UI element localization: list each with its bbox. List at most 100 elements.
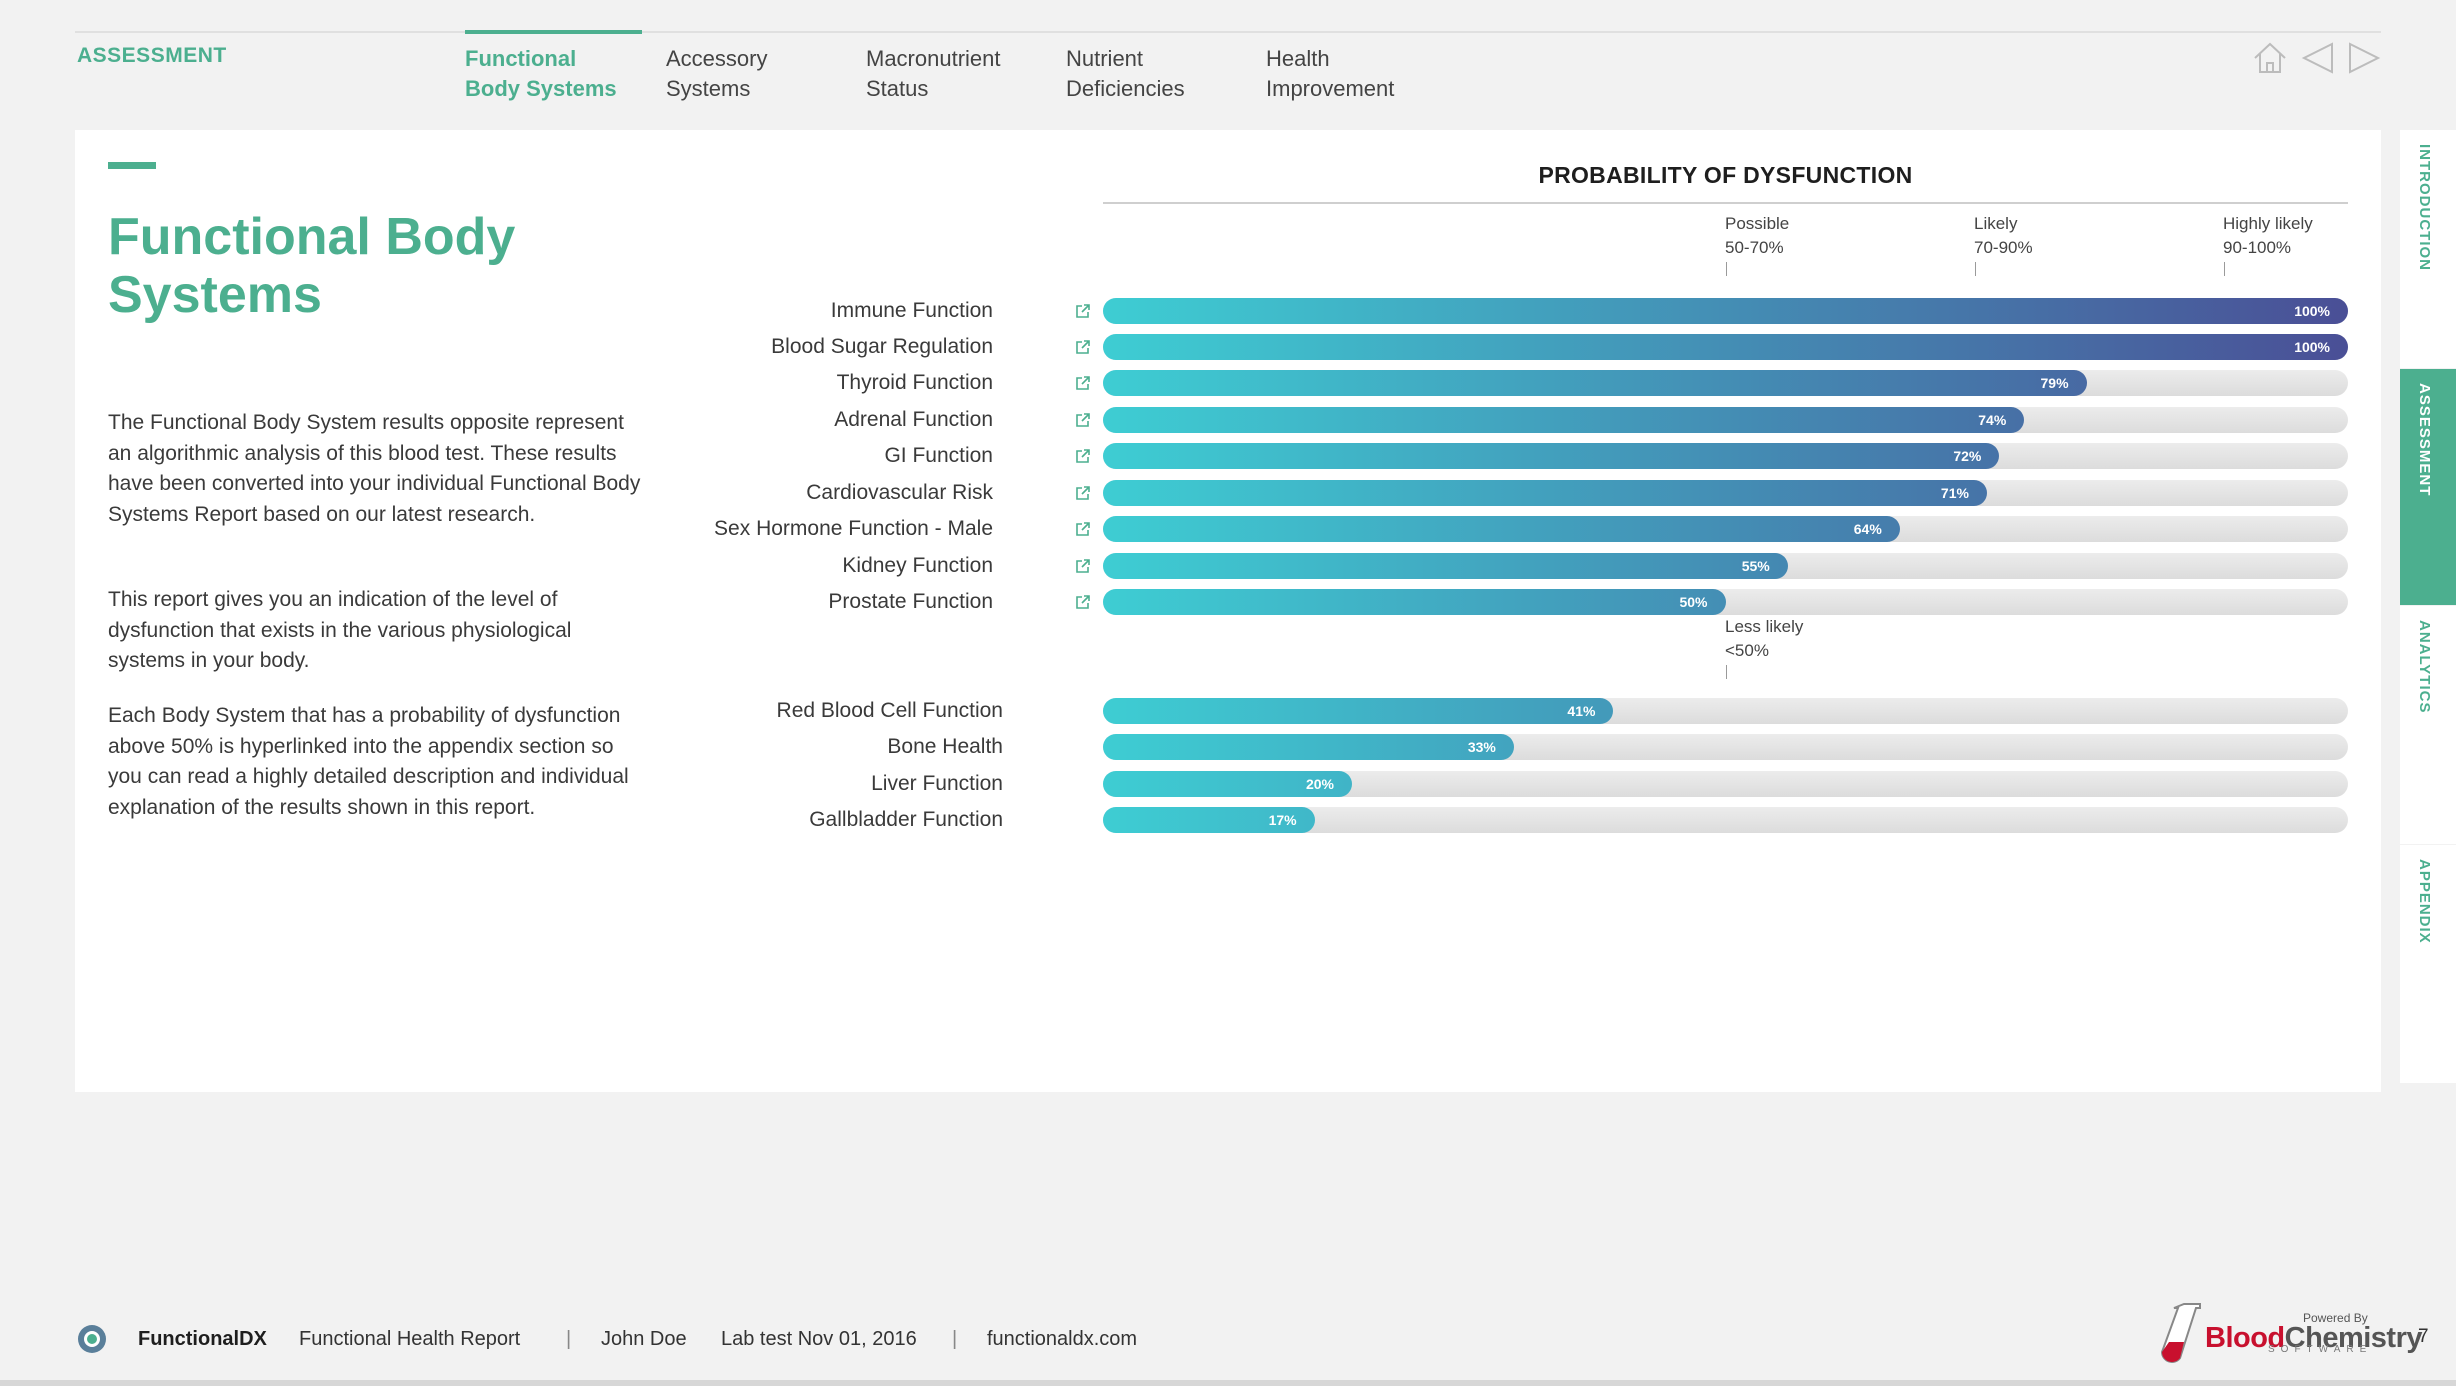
threshold-highly-likely-range: 90-100% [2223,238,2292,257]
active-tab-indicator [465,30,642,34]
bar-track-red-blood-cell-function: 41% [1103,698,2348,724]
bar-track-sex-hormone-function-male: 64% [1103,516,2348,542]
threshold-highly-likely-tick [2224,262,2225,276]
bar-value-label: 41% [1567,703,1596,719]
bar-track-gallbladder-function: 17% [1103,807,2348,833]
bar-kidney-function: 55% [1103,553,1788,579]
bottom-bar [0,1380,2456,1386]
bar-bone-health: 33% [1103,734,1514,760]
threshold-likely-label: Likely [1974,214,2018,233]
row-label-cardiovascular-risk[interactable]: Cardiovascular Risk [806,481,993,504]
partner-chemistry-text: Chemistry [2284,1322,2423,1354]
tab-accessory-systems[interactable]: Accessory Systems [666,46,768,101]
bar-value-label: 64% [1853,521,1882,537]
threshold-likely-range: 70-90% [1974,238,2033,257]
side-tab-introduction-label: INTRODUCTION [2416,144,2433,271]
external-link-icon[interactable] [1075,485,1091,501]
home-icon[interactable] [2250,38,2290,78]
row-label-adrenal-function[interactable]: Adrenal Function [834,408,993,431]
side-tab-appendix-label: APPENDIX [2416,859,2433,944]
bar-prostate-function: 50% [1103,589,1726,615]
bar-track-bone-health: 33% [1103,734,2348,760]
row-label-gi-function[interactable]: GI Function [884,444,993,467]
external-link-icon[interactable] [1075,521,1091,537]
row-label-blood-sugar-regulation[interactable]: Blood Sugar Regulation [771,335,993,358]
bar-value-label: 50% [1679,594,1708,610]
threshold-possible-tick [1726,262,1727,276]
footer-separator: | [566,1328,572,1350]
external-link-icon[interactable] [1075,594,1091,610]
chart-title-rule [1103,202,2348,204]
row-label-thyroid-function[interactable]: Thyroid Function [836,371,993,394]
functionaldx-logo-icon [78,1325,106,1353]
row-label-immune-function[interactable]: Immune Function [830,299,993,322]
lab-test-date: Lab test Nov 01, 2016 [721,1328,917,1350]
header-divider [75,31,2381,33]
threshold-highly-likely-label: Highly likely [2223,214,2313,233]
side-tab-assessment-label: ASSESSMENT [2416,383,2433,497]
bar-value-label: 100% [2294,339,2330,355]
row-label-liver-function: Liver Function [871,772,1003,795]
row-label-sex-hormone-function-male[interactable]: Sex Hormone Function - Male [714,517,993,540]
external-link-icon[interactable] [1075,448,1091,464]
side-tab-assessment[interactable]: ASSESSMENT [2400,369,2456,605]
threshold-likely: Likely 70-90% [1974,212,2033,260]
bar-value-label: 20% [1305,776,1334,792]
bar-track-blood-sugar-regulation: 100% [1103,334,2348,360]
website-link[interactable]: functionaldx.com [987,1328,1138,1350]
tab-health-improvement[interactable]: Health Improvement [1266,46,1395,101]
report-card: Functional Body Systems The Functional B… [75,130,2381,1092]
bar-adrenal-function: 74% [1103,407,2025,433]
bar-red-blood-cell-function: 41% [1103,698,1614,724]
bar-track-prostate-function: 50% [1103,589,2348,615]
partner-software-text: SOFTWARE [2268,1344,2373,1355]
report-name: Functional Health Report [299,1328,521,1350]
page-number: 7 [2418,1326,2429,1347]
bar-sex-hormone-function-male: 64% [1103,516,1900,542]
bar-track-cardiovascular-risk: 71% [1103,480,2348,506]
bar-track-thyroid-function: 79% [1103,370,2348,396]
tab-nutrient-deficiencies[interactable]: Nutrient Deficiencies [1066,46,1185,101]
external-link-icon[interactable] [1075,375,1091,391]
footer-separator: | [952,1328,958,1350]
previous-arrow-icon[interactable] [2298,38,2338,78]
threshold-possible-label: Possible [1725,214,1790,233]
page-title: Functional Body Systems [108,208,516,324]
test-tube-logo-icon [2160,1303,2201,1363]
next-arrow-icon[interactable] [2344,38,2384,78]
row-label-red-blood-cell-function: Red Blood Cell Function [776,699,1003,722]
bar-immune-function: 100% [1103,298,2348,324]
bar-track-kidney-function: 55% [1103,553,2348,579]
tab-macronutrient-status[interactable]: Macronutrient Status [866,46,1001,101]
side-tab-introduction[interactable]: INTRODUCTION [2400,130,2456,368]
indication-paragraph: This report gives you an indication of t… [108,588,572,672]
bar-blood-sugar-regulation: 100% [1103,334,2348,360]
intro-paragraph: The Functional Body System results oppos… [108,411,641,526]
threshold-possible: Possible 50-70% [1725,212,1789,260]
external-link-icon[interactable] [1075,558,1091,574]
bar-track-gi-function: 72% [1103,443,2348,469]
side-tab-appendix[interactable]: APPENDIX [2400,845,2456,1083]
bar-gi-function: 72% [1103,443,2000,469]
bar-gallbladder-function: 17% [1103,807,1315,833]
partner-blood-text: Blood [2205,1322,2285,1354]
bar-cardiovascular-risk: 71% [1103,480,1987,506]
bar-value-label: 72% [1953,448,1982,464]
powered-by-label: Powered By [2303,1311,2368,1325]
threshold-possible-range: 50-70% [1725,238,1784,257]
external-link-icon[interactable] [1075,303,1091,319]
tab-functional-body-systems[interactable]: Functional Body Systems [465,46,617,101]
bar-value-label: 79% [2040,375,2069,391]
row-label-prostate-function[interactable]: Prostate Function [828,590,993,613]
external-link-icon[interactable] [1075,412,1091,428]
threshold-less-likely-tick [1726,665,1727,679]
side-tab-analytics[interactable]: ANALYTICS [2400,606,2456,844]
threshold-less-likely: Less likely <50% [1725,615,1803,663]
threshold-less-likely-range: <50% [1725,641,1769,660]
external-link-icon[interactable] [1075,339,1091,355]
brand-name: FunctionalDX [138,1328,267,1350]
hyperlink-paragraph: Each Body System that has a probability … [108,704,629,819]
bar-value-label: 17% [1268,812,1297,828]
bar-thyroid-function: 79% [1103,370,2087,396]
row-label-kidney-function[interactable]: Kidney Function [842,554,993,577]
